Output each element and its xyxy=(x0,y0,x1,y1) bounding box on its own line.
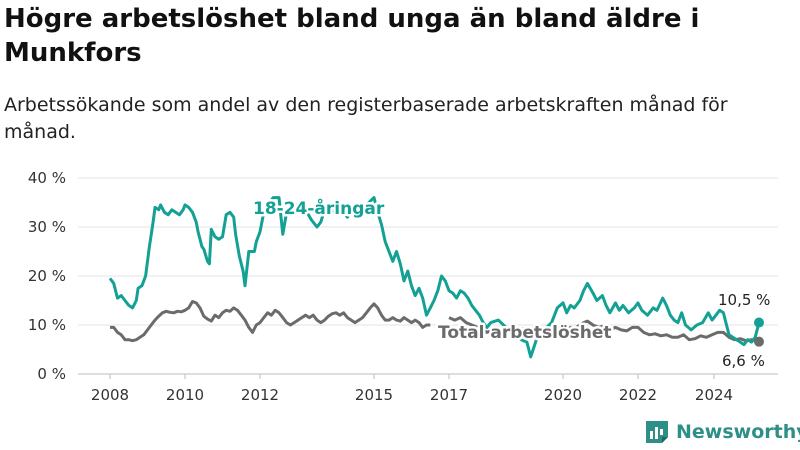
y-tick-label: 0 % xyxy=(37,365,66,383)
newsworthy-logo-icon xyxy=(646,421,668,443)
y-tick-label: 20 % xyxy=(28,267,66,285)
series-line-total-late xyxy=(448,316,760,344)
series-line-total xyxy=(110,300,431,343)
x-tick-label: 2008 xyxy=(91,386,129,404)
chart-subtitle: Arbetssökande som andel av den registerb… xyxy=(4,94,728,143)
x-tick-label: 2015 xyxy=(355,386,393,404)
x-tick-label: 2024 xyxy=(695,386,733,404)
x-tick-label: 2020 xyxy=(544,386,582,404)
series-layer xyxy=(108,196,764,359)
series-label-youth: 18-24-åringar xyxy=(253,197,385,219)
x-axis: 2008 2010 2012 2015 2017 2020 2022 2024 xyxy=(91,374,733,404)
y-axis: 0 % 10 % 20 % 30 % 40 % xyxy=(28,169,66,383)
series-label-youth-halo: 18-24-åringar xyxy=(253,197,385,219)
x-tick-label: 2010 xyxy=(166,386,204,404)
chart-grid xyxy=(78,177,778,375)
series-line-youth xyxy=(108,196,761,359)
end-point-total xyxy=(754,336,764,347)
x-tick-label: 2022 xyxy=(619,386,657,404)
end-label-total: 6,6 % xyxy=(722,352,765,370)
y-tick-label: 10 % xyxy=(28,316,66,334)
y-tick-label: 40 % xyxy=(28,169,66,187)
series-label-total: Total arbetslöshet xyxy=(438,323,612,343)
end-label-youth: 10,5 % xyxy=(718,291,770,309)
x-tick-label: 2017 xyxy=(430,386,468,404)
y-tick-label: 30 % xyxy=(28,218,66,236)
end-point-youth xyxy=(754,317,764,328)
series-label-total-halo: Total arbetslöshet xyxy=(438,323,612,343)
brand-logo: Newsworthy xyxy=(644,418,800,446)
brand-name: Newsworthy xyxy=(676,421,800,443)
chart-title: Högre arbetslöshet bland unga än bland ä… xyxy=(4,4,700,68)
x-tick-label: 2012 xyxy=(241,386,279,404)
